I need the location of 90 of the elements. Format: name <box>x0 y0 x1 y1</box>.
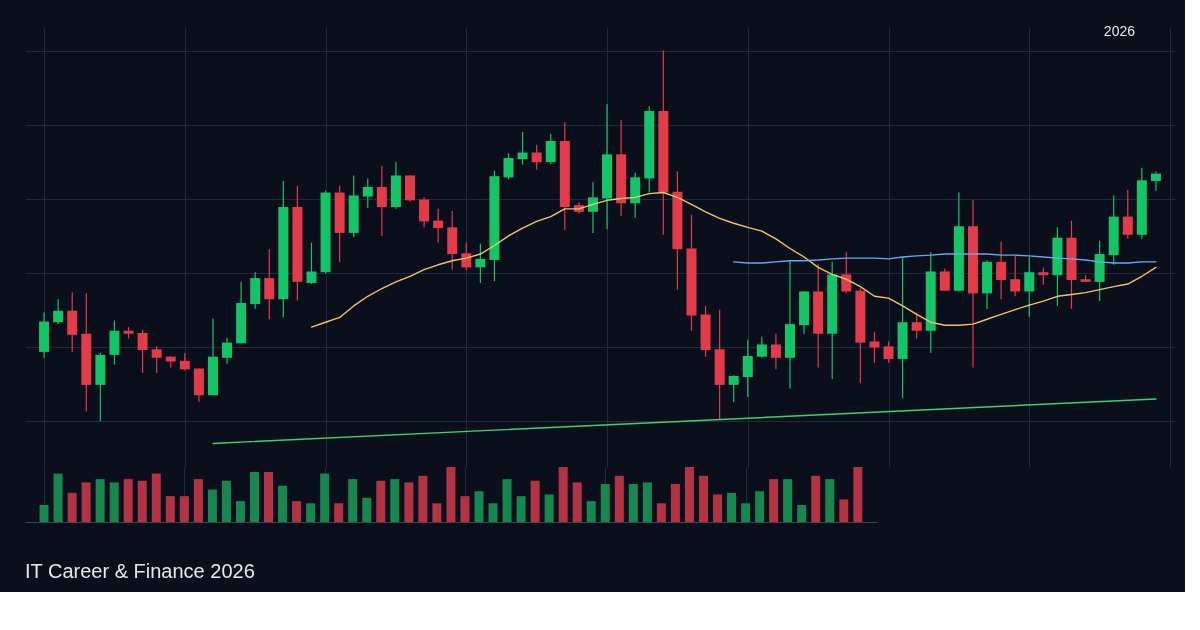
bar <box>221 480 231 522</box>
candlestick <box>419 196 430 228</box>
bar <box>418 475 428 522</box>
candlestick <box>939 267 950 292</box>
bar <box>446 467 456 522</box>
bar <box>81 482 91 522</box>
bar <box>320 473 330 522</box>
candlestick <box>475 243 486 284</box>
bar <box>306 503 316 522</box>
bar <box>853 467 863 522</box>
bar <box>67 492 77 522</box>
bar <box>432 503 442 522</box>
candlestick <box>53 298 64 325</box>
candlestick <box>137 329 148 374</box>
bar <box>249 471 259 522</box>
candlestick <box>742 339 753 398</box>
bar <box>488 503 498 522</box>
candlestick <box>545 133 556 165</box>
candlestick <box>306 241 317 285</box>
bar <box>264 471 274 522</box>
candlestick <box>151 345 162 374</box>
bar <box>109 482 119 522</box>
candlestick <box>1122 189 1133 240</box>
bar <box>839 499 849 522</box>
bar <box>741 503 751 522</box>
candlestick <box>883 340 894 364</box>
bar <box>137 480 147 522</box>
candlestick <box>433 208 444 244</box>
bar <box>207 489 217 522</box>
bar <box>628 484 638 522</box>
bar <box>474 491 484 522</box>
bar <box>530 480 540 522</box>
bar <box>811 475 821 522</box>
bar <box>460 496 470 522</box>
candlestick <box>770 333 781 370</box>
bar <box>600 484 610 522</box>
bar <box>193 479 203 522</box>
bar <box>502 479 512 522</box>
candlestick <box>587 181 598 234</box>
bar <box>123 479 133 522</box>
text: IT Career & Finance 2026 <box>25 560 255 582</box>
bar <box>670 484 680 522</box>
candlestick <box>996 241 1007 300</box>
bar <box>165 496 175 522</box>
bar <box>151 473 161 522</box>
bar <box>278 485 288 522</box>
bar <box>656 503 666 522</box>
candlestick <box>222 337 233 365</box>
candlestick <box>756 336 767 359</box>
bar <box>797 504 807 522</box>
bar <box>95 479 105 522</box>
candlestick <box>1024 256 1035 318</box>
candlestick <box>1150 170 1161 192</box>
bar <box>825 479 835 522</box>
bar <box>292 501 302 522</box>
bar <box>53 473 63 522</box>
bar <box>642 482 652 522</box>
candlestick <box>264 248 275 320</box>
bar <box>390 479 400 522</box>
candlestick <box>503 152 514 180</box>
bar <box>698 475 708 522</box>
candlestick <box>1010 254 1021 297</box>
candlestick <box>362 177 373 209</box>
candlestick <box>376 165 387 237</box>
text: 2026 <box>1103 23 1136 39</box>
bar <box>362 497 372 522</box>
bar <box>769 479 779 522</box>
bar <box>404 482 414 522</box>
bar <box>376 480 386 522</box>
candlestick <box>728 374 739 403</box>
bar <box>348 479 358 522</box>
bar <box>334 503 344 522</box>
bar <box>755 491 765 522</box>
bar <box>572 482 582 522</box>
candlestick <box>911 312 922 340</box>
candlestick <box>841 251 852 294</box>
bar <box>614 475 624 522</box>
bar <box>586 501 596 522</box>
bar <box>516 496 526 522</box>
bar <box>684 467 694 522</box>
bar <box>727 492 737 522</box>
bar <box>544 494 554 522</box>
candlestick <box>531 144 542 171</box>
bar <box>558 467 568 522</box>
bar <box>39 504 49 522</box>
bar <box>235 501 245 522</box>
bar <box>713 494 723 522</box>
candlestick <box>517 131 528 166</box>
bar <box>783 479 793 522</box>
bar <box>179 496 189 522</box>
